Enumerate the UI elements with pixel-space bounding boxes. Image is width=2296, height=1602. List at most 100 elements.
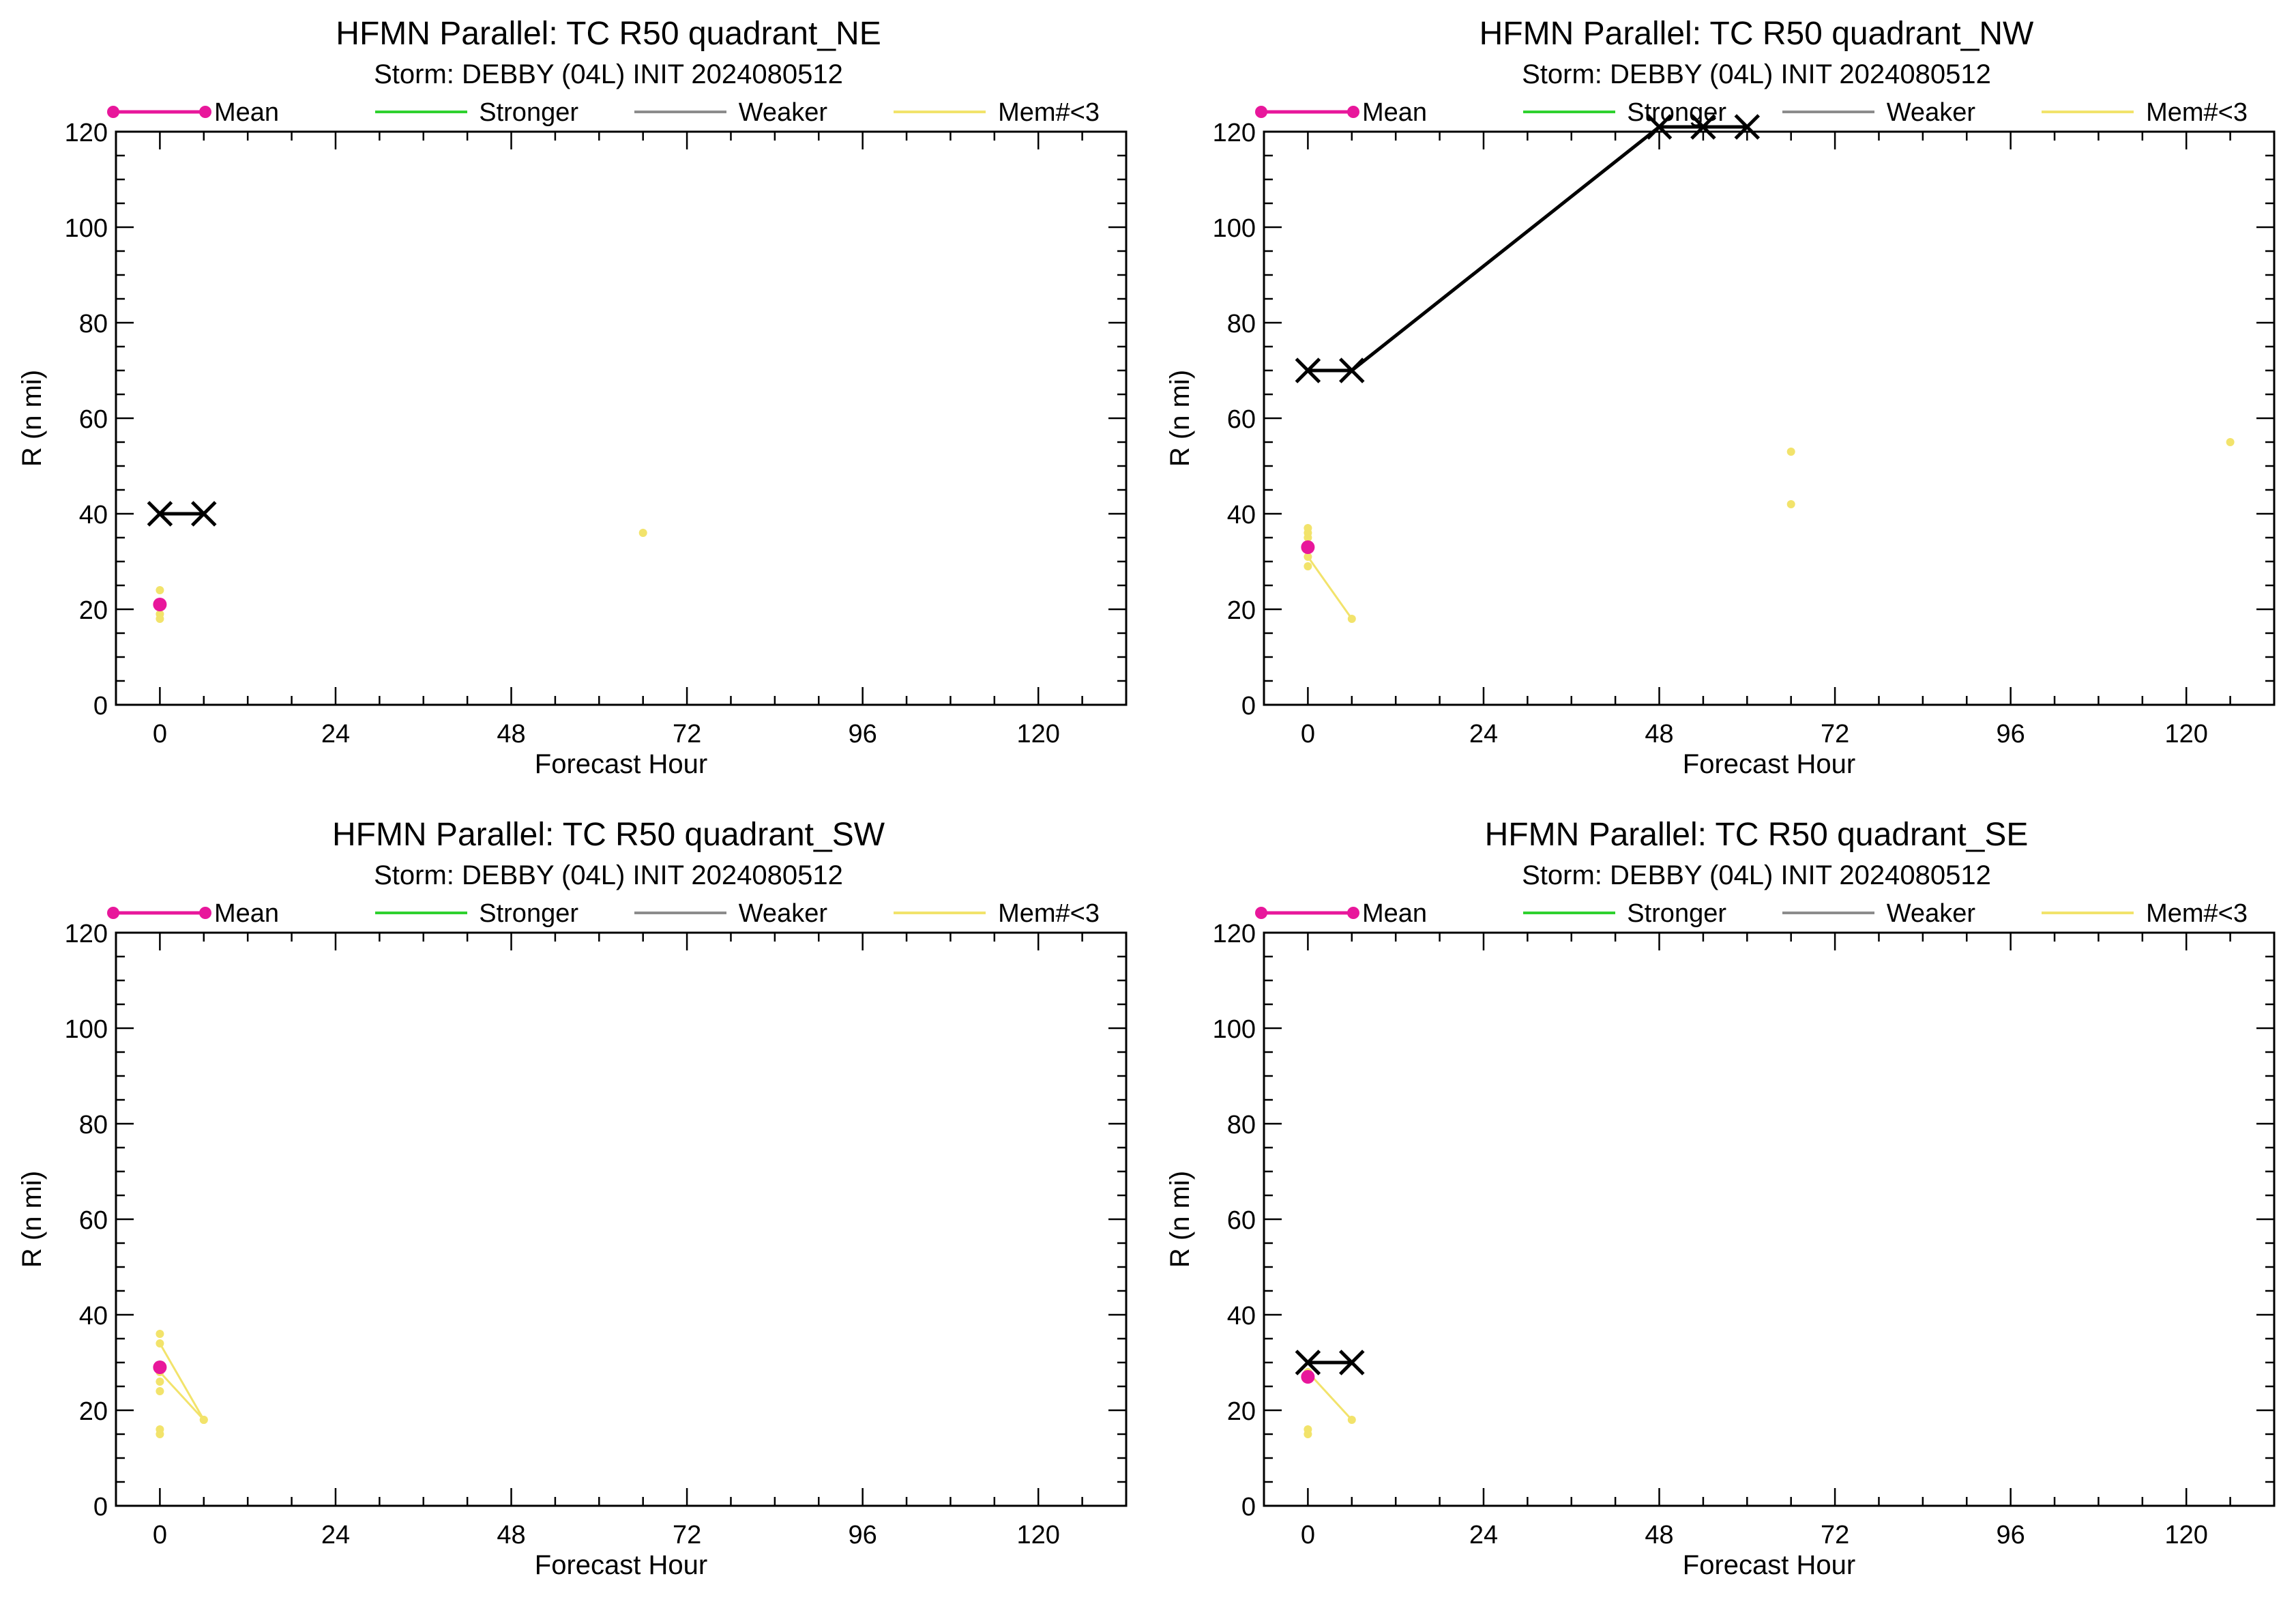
x-tick-label: 120	[1017, 1521, 1060, 1549]
y-tick-label: 20	[1227, 596, 1256, 625]
x-tick-label: 0	[153, 1521, 167, 1549]
x-tick-label: 96	[849, 720, 877, 748]
x-tick-label: 96	[849, 1521, 877, 1549]
legend-mean-marker	[1255, 106, 1267, 118]
x-tick-label: 72	[1821, 1521, 1849, 1549]
legend-mem-label: Mem#<3	[2146, 899, 2248, 928]
member-line	[1307, 1371, 1353, 1421]
y-tick-label: 120	[1213, 920, 1256, 948]
member-point	[156, 1330, 164, 1338]
y-tick-label: 40	[1227, 501, 1256, 529]
y-tick-label: 80	[1227, 310, 1256, 338]
chart-subtitle: Storm: DEBBY (04L) INIT 2024080512	[374, 59, 843, 89]
x-tick-label: 72	[673, 1521, 701, 1549]
y-axis-label: R (n mi)	[17, 1171, 47, 1268]
legend-mean-marker	[107, 106, 119, 118]
member-point	[1304, 553, 1312, 561]
y-tick-label: 0	[93, 1493, 108, 1521]
legend-weaker-label: Weaker	[739, 899, 828, 928]
member-point	[2226, 438, 2235, 446]
legend-mean-marker	[199, 106, 211, 118]
legend-mean-marker	[1347, 106, 1359, 118]
y-tick-label: 120	[1213, 119, 1256, 147]
x-axis-label: Forecast Hour	[1683, 1550, 1855, 1580]
x-tick-label: 96	[1997, 1521, 2025, 1549]
best-track-x-marker	[191, 501, 217, 527]
chart-subtitle: Storm: DEBBY (04L) INIT 2024080512	[374, 860, 843, 890]
y-tick-label: 20	[79, 1397, 108, 1426]
best-track-x-marker	[147, 501, 173, 527]
member-point	[156, 1378, 164, 1386]
best-track-x-marker	[1295, 358, 1321, 383]
legend-stronger-label: Stronger	[1627, 98, 1726, 127]
y-tick-label: 80	[79, 1111, 108, 1139]
x-axis-label: Forecast Hour	[535, 1550, 707, 1580]
x-tick-label: 24	[321, 720, 350, 748]
chart-panel-0: HFMN Parallel: TC R50 quadrant_NE Storm: …	[17, 16, 1128, 779]
legend-mean-label: Mean	[214, 899, 279, 928]
legend-stronger-label: Stronger	[479, 899, 578, 928]
plot-frame	[115, 931, 1128, 1507]
chart-subtitle: Storm: DEBBY (04L) INIT 2024080512	[1522, 860, 1991, 890]
member-point	[156, 1387, 164, 1395]
chart-subtitle: Storm: DEBBY (04L) INIT 2024080512	[1522, 59, 1991, 89]
mean-point	[1301, 540, 1315, 554]
mean-point	[1301, 1370, 1315, 1384]
y-tick-label: 100	[65, 214, 108, 243]
y-tick-label: 60	[1227, 405, 1256, 434]
best-track-x-marker	[1295, 1350, 1321, 1375]
member-line	[1307, 556, 1353, 620]
legend-mean-label: Mean	[1362, 98, 1427, 127]
plot-frame	[1263, 931, 2276, 1507]
x-tick-label: 48	[1645, 720, 1673, 748]
x-tick-label: 0	[153, 720, 167, 748]
x-tick-label: 120	[2165, 1521, 2208, 1549]
legend-mean-label: Mean	[214, 98, 279, 127]
best-track-x-marker	[1339, 1350, 1365, 1375]
best-track-line	[1308, 125, 1748, 373]
legend-stronger-label: Stronger	[1627, 899, 1726, 928]
best-track-x-marker	[1690, 114, 1716, 140]
member-point	[156, 1339, 164, 1348]
member-point	[199, 1416, 208, 1424]
x-axis-label: Forecast Hour	[1683, 749, 1855, 779]
legend-mean-marker	[1347, 907, 1359, 919]
x-tick-label: 0	[1301, 720, 1315, 748]
y-tick-label: 20	[79, 596, 108, 625]
member-point	[1304, 562, 1312, 570]
y-tick-label: 100	[65, 1015, 108, 1044]
best-track-x-marker	[1339, 358, 1365, 383]
x-tick-label: 24	[1469, 720, 1498, 748]
y-tick-label: 60	[79, 405, 108, 434]
member-point	[1304, 534, 1312, 542]
member-point	[1786, 500, 1795, 508]
best-track-x-marker	[1646, 114, 1673, 140]
chart-panel-1: HFMN Parallel: TC R50 quadrant_NW Storm: …	[1165, 16, 2276, 779]
x-tick-label: 24	[321, 1521, 350, 1549]
y-tick-label: 60	[79, 1206, 108, 1235]
member-line	[159, 1371, 205, 1421]
x-tick-label: 120	[2165, 720, 2208, 748]
y-tick-label: 120	[65, 920, 108, 948]
member-line	[159, 1343, 205, 1421]
y-tick-label: 100	[1213, 1015, 1256, 1044]
y-tick-label: 40	[1227, 1302, 1256, 1330]
y-axis-label: R (n mi)	[17, 370, 47, 467]
x-tick-label: 24	[1469, 1521, 1498, 1549]
legend-weaker-label: Weaker	[1887, 98, 1976, 127]
y-tick-label: 0	[1241, 1493, 1256, 1521]
legend-mean-label: Mean	[1362, 899, 1427, 928]
x-tick-label: 48	[1645, 1521, 1673, 1549]
y-tick-label: 0	[93, 692, 108, 720]
x-tick-label: 72	[1821, 720, 1849, 748]
member-point	[638, 529, 647, 537]
chart-title: HFMN Parallel: TC R50 quadrant_SE	[1485, 817, 2029, 853]
member-point	[156, 586, 164, 594]
x-tick-label: 72	[673, 720, 701, 748]
y-tick-label: 120	[65, 119, 108, 147]
legend-mean-marker	[199, 907, 211, 919]
plot-frame	[1263, 130, 2276, 706]
chart-title: HFMN Parallel: TC R50 quadrant_NE	[336, 16, 881, 52]
legend: Mean Stronger Weaker Mem#<3	[107, 98, 1100, 127]
y-axis-label: R (n mi)	[1165, 1171, 1195, 1268]
